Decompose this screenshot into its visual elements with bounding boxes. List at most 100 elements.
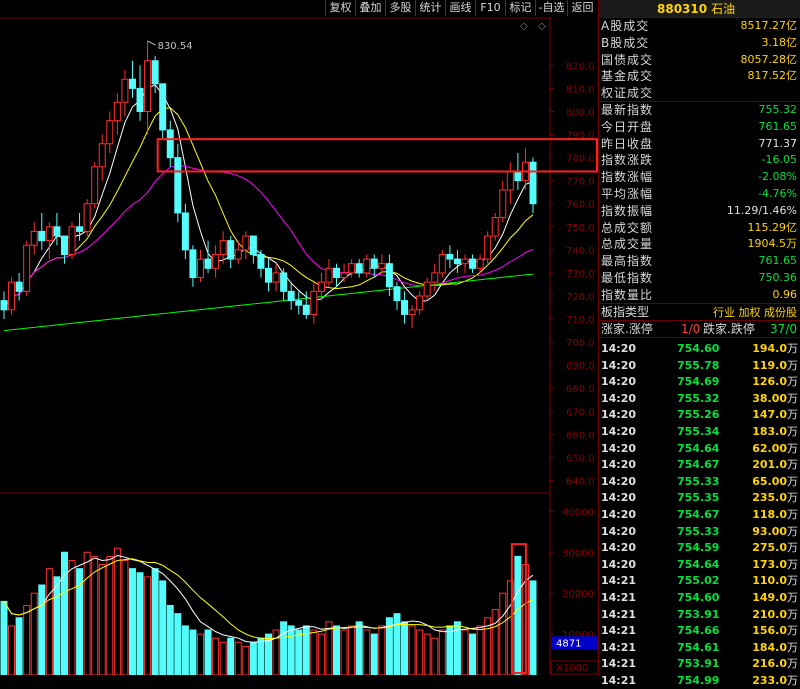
candle-body <box>219 240 227 255</box>
volume-unit-box <box>550 660 598 675</box>
trade-volume-value: 184.0 <box>752 640 787 654</box>
volume-bar <box>370 633 378 675</box>
trade-volume: 235.0万 <box>752 490 798 507</box>
stat-value: 750.36 <box>758 270 798 284</box>
down-value: 37/0 <box>770 321 797 336</box>
trade-time: 14:20 <box>601 391 637 405</box>
chart-canvas[interactable]: ◇ ◇ 820.0 810.0 800.0 790.0 780.0 770.0 760.0 750… <box>0 17 598 675</box>
trade-row: 14:21 754.99 233.0万 <box>599 673 800 689</box>
trade-volume-unit: 万 <box>787 574 798 588</box>
stat-value: 8517.27亿 <box>740 19 798 32</box>
stat-value: -2.08% <box>758 170 797 184</box>
volume-bar <box>491 609 499 675</box>
candle-body <box>506 170 514 191</box>
trade-volume-unit: 万 <box>787 524 798 538</box>
volume-bar <box>355 621 363 675</box>
trade-volume-value: 119.0 <box>752 358 787 372</box>
trade-price: 755.33 <box>677 474 720 488</box>
toolbar-button-draw-line[interactable]: 画线 <box>445 0 475 16</box>
stat-value: 761.65 <box>758 119 798 133</box>
volume-bar <box>461 629 469 675</box>
down-label: 跌家.跌停 <box>703 321 755 336</box>
trade-price: 754.60 <box>677 590 720 604</box>
trade-row: 14:20 754.67 201.0万 <box>599 457 800 474</box>
volume-axis-label: 10000 <box>562 630 594 641</box>
trade-time: 14:20 <box>601 557 637 571</box>
stat-label: 最高指数 <box>601 254 654 269</box>
trade-row: 14:21 755.02 110.0万 <box>599 573 800 590</box>
toolbar-button-multi-stock[interactable]: 多股 <box>385 0 415 16</box>
candle-body <box>302 304 310 315</box>
candle-body <box>106 120 114 145</box>
trade-volume-value: 194.0 <box>752 342 787 355</box>
stat-value: 771.37 <box>758 136 798 150</box>
volume-bar <box>340 629 348 675</box>
trade-volume-unit: 万 <box>787 640 798 654</box>
stat-value: -4.76% <box>758 186 797 200</box>
trade-row: 14:20 755.34 183.0万 <box>599 424 800 441</box>
stat-label: A股成交 <box>601 19 650 33</box>
toolbar-button-mark[interactable]: 标记 <box>505 0 535 16</box>
trade-row: 14:20 755.33 65.00万 <box>599 474 800 491</box>
board-type-value[interactable]: 行业 加权 成份股 <box>713 305 797 319</box>
trade-time: 14:20 <box>601 541 637 555</box>
volume-bar <box>446 625 454 675</box>
candle-body <box>340 272 348 279</box>
trade-price: 755.02 <box>677 574 720 588</box>
trade-time: 14:21 <box>601 673 637 687</box>
trade-volume-value: 156.0 <box>752 624 787 638</box>
candle-body <box>151 60 159 85</box>
volume-bar <box>506 580 514 675</box>
toolbar-button-statistics[interactable]: 统计 <box>415 0 445 16</box>
board-type-row: 板指类型 行业 加权 成份股 <box>599 304 800 321</box>
trade-volume-unit: 万 <box>787 358 798 372</box>
volume-current-value: 4871 <box>556 638 581 649</box>
trade-volume-unit: 万 <box>787 391 798 405</box>
price-axis-label: 670.0 <box>566 407 595 418</box>
toolbar-button-overlay[interactable]: 叠加 <box>355 0 385 16</box>
toolbar-button-f10[interactable]: F10 <box>475 0 505 16</box>
candle-body <box>416 295 424 311</box>
volume-bar <box>91 555 99 675</box>
stat-label: 指数涨跌 <box>601 153 654 168</box>
trade-price: 755.33 <box>677 524 720 538</box>
candle-body <box>189 249 197 279</box>
k-line-chart[interactable]: ◇ ◇ 820.0 810.0 800.0 790.0 780.0 770.0 760.0 750… <box>0 17 598 675</box>
trade-row: 14:20 755.32 38.00万 <box>599 391 800 408</box>
volume-bar <box>378 625 386 675</box>
candle-body <box>8 281 16 311</box>
stat-row: 权证成交 <box>599 85 800 102</box>
up-label: 涨家.涨停 <box>601 321 653 336</box>
volume-bar <box>438 629 446 675</box>
diamond-icon: ◇ <box>520 21 528 32</box>
stat-value: -16.05 <box>761 153 797 167</box>
stat-value: 1904.5万 <box>747 237 798 251</box>
stat-label: 今日开盘 <box>601 119 654 134</box>
up-down-row: 涨家.涨停 1/0 跌家.跌停 37/0 <box>599 321 800 338</box>
candle-body <box>128 78 136 89</box>
trade-row: 14:21 754.66 156.0万 <box>599 623 800 640</box>
toolbar-button-fuquan[interactable]: 复权 <box>325 0 355 16</box>
trade-volume-value: 93.00 <box>752 524 787 538</box>
trade-volume-value: 65.00 <box>752 474 787 488</box>
trade-price: 754.99 <box>677 673 720 687</box>
candle-body <box>159 83 167 131</box>
trade-row: 14:21 753.91 216.0万 <box>599 656 800 673</box>
stat-row: B股成交 3.18亿 <box>599 35 800 52</box>
toolbar-button-back[interactable]: 返回 <box>567 0 597 16</box>
trade-time: 14:20 <box>601 375 637 389</box>
volume-bar <box>60 551 68 675</box>
volume-bar <box>227 637 235 675</box>
trade-volume-unit: 万 <box>787 441 798 455</box>
toolbar-button-remove-watchlist[interactable]: -自选 <box>535 0 567 16</box>
tick-trades-list[interactable]: 14:20 754.60 194.0万 14:20 755.78 119.0万 14:20 7… <box>599 341 800 689</box>
trade-volume: 118.0万 <box>752 507 798 524</box>
stat-label: 指数振幅 <box>601 203 654 218</box>
volume-bar <box>272 629 280 675</box>
candle-body <box>393 286 401 302</box>
stats-list: A股成交 8517.27亿 B股成交 3.18亿 国债成交 8057.28亿 基金成交 817… <box>599 18 800 304</box>
trade-price: 754.60 <box>677 342 720 355</box>
trade-volume-unit: 万 <box>787 557 798 571</box>
volume-bar <box>431 637 439 675</box>
candle-body <box>499 189 507 219</box>
